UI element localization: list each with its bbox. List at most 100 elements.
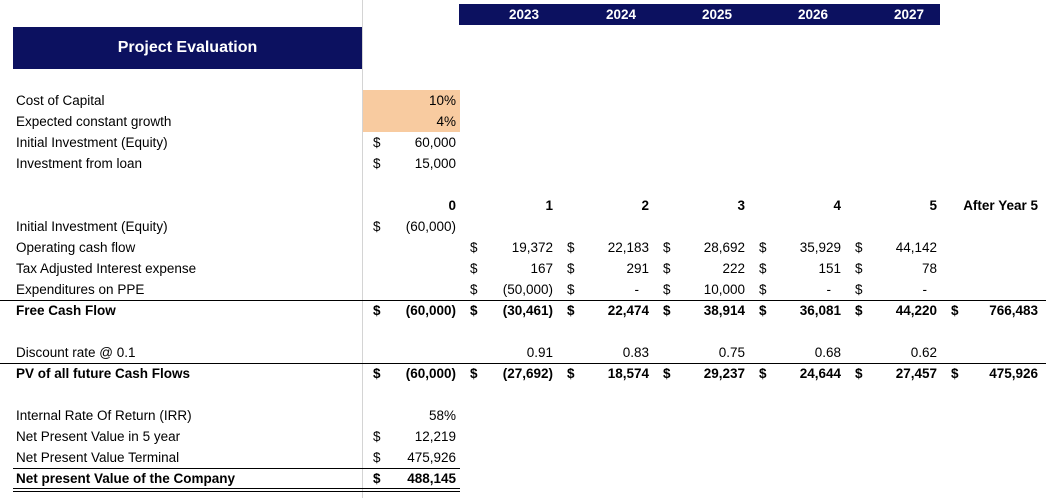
table-cell[interactable]: 0.68	[749, 342, 845, 363]
table-cell[interactable]	[363, 258, 460, 279]
currency-symbol: $	[470, 240, 478, 255]
currency-symbol: $	[759, 303, 767, 318]
table-cell[interactable]: 4%	[363, 111, 460, 132]
table-cell[interactable]: $28,692	[653, 237, 749, 258]
row-label: Operating cash flow	[16, 240, 136, 255]
currency-symbol: $	[855, 261, 863, 276]
page-title: Project Evaluation	[13, 27, 362, 69]
table-row: Investment from loan $15,000	[0, 153, 1046, 174]
table-row: PV of all future Cash Flows $ (60,000) $ (27…	[0, 363, 1046, 384]
year-header: 2023	[508, 7, 539, 22]
currency-symbol: $	[855, 240, 863, 255]
divider	[13, 468, 460, 469]
table-cell[interactable]: 3	[653, 195, 749, 216]
table-cell[interactable]: $ -	[845, 279, 941, 300]
cell-value: 0.68	[814, 345, 841, 360]
table-cell[interactable]: 0.83	[557, 342, 653, 363]
table-cell[interactable]: $18,574	[557, 363, 653, 384]
cell-value: 58%	[428, 408, 456, 423]
table-cell[interactable]: $22,183	[557, 237, 653, 258]
table-cell[interactable]: $167	[460, 258, 557, 279]
column-gridline	[362, 0, 363, 498]
cell-value: 22,474	[607, 303, 649, 318]
table-row: Cost of Capital 10%	[0, 90, 1046, 111]
input-cells-highlight	[363, 90, 460, 132]
row-label: Internal Rate Of Return (IRR)	[16, 408, 192, 423]
currency-symbol: $	[759, 261, 767, 276]
table-cell[interactable]: $44,220	[845, 300, 941, 321]
cell-value: 0	[448, 198, 456, 213]
table-cell[interactable]: $10,000	[653, 279, 749, 300]
table-cell[interactable]: $27,457	[845, 363, 941, 384]
table-cell[interactable]: $ (60,000)	[363, 300, 460, 321]
cell-value: 0.62	[910, 345, 937, 360]
table-cell[interactable]: $151	[749, 258, 845, 279]
table-cell[interactable]: 0.91	[460, 342, 557, 363]
currency-symbol: $	[373, 450, 381, 465]
table-row: Free Cash Flow $ (60,000) $ (30,461) $22,474 $…	[0, 300, 1046, 321]
table-cell[interactable]: $38,914	[653, 300, 749, 321]
table-cell[interactable]: $ -	[749, 279, 845, 300]
row-label: Net Present Value Terminal	[16, 450, 180, 465]
table-cell[interactable]: $15,000	[363, 153, 460, 174]
currency-symbol: $	[759, 282, 767, 297]
currency-symbol: $	[373, 429, 381, 444]
cell-value: -	[634, 282, 640, 297]
cell-value: 29,237	[703, 366, 745, 381]
table-cell[interactable]: After Year 5	[941, 195, 1042, 216]
currency-symbol: $	[567, 240, 575, 255]
table-cell[interactable]: 0	[363, 195, 460, 216]
table-cell[interactable]: $60,000	[363, 132, 460, 153]
row-label: PV of all future Cash Flows	[16, 366, 191, 381]
table-cell[interactable]: $35,929	[749, 237, 845, 258]
table-cell[interactable]: 1	[460, 195, 557, 216]
double-underline	[13, 488, 460, 489]
table-cell[interactable]: $24,644	[749, 363, 845, 384]
table-cell[interactable]: $29,237	[653, 363, 749, 384]
currency-symbol: $	[567, 282, 575, 297]
table-cell[interactable]: $ (60,000)	[363, 216, 460, 237]
table-cell[interactable]: $36,081	[749, 300, 845, 321]
row-label: Net Present Value in 5 year	[16, 429, 181, 444]
table-cell[interactable]: $766,483	[941, 300, 1042, 321]
table-cell[interactable]	[363, 237, 460, 258]
table-cell[interactable]: 5	[845, 195, 941, 216]
table-cell[interactable]: $ (60,000)	[363, 363, 460, 384]
table-cell[interactable]: 2	[557, 195, 653, 216]
table-cell[interactable]: $222	[653, 258, 749, 279]
cell-value: (27,692)	[502, 366, 553, 381]
row-label: Free Cash Flow	[16, 303, 116, 318]
table-cell[interactable]: $78	[845, 258, 941, 279]
table-cell[interactable]: 0.75	[653, 342, 749, 363]
year-header-bar	[459, 4, 940, 25]
table-cell[interactable]: $22,474	[557, 300, 653, 321]
table-cell[interactable]: 10%	[363, 90, 460, 111]
cell-value: 488,145	[407, 471, 456, 486]
table-row: Net Present Value Terminal $475,926	[0, 447, 1046, 468]
table-cell[interactable]	[363, 279, 460, 300]
table-cell[interactable]: $ (27,692)	[460, 363, 557, 384]
table-cell[interactable]	[363, 342, 460, 363]
cell-value: 291	[626, 261, 649, 276]
currency-symbol: $	[759, 366, 767, 381]
table-cell[interactable]: $44,142	[845, 237, 941, 258]
currency-symbol: $	[373, 219, 381, 234]
table-cell[interactable]: $19,372	[460, 237, 557, 258]
table-cell[interactable]: $ -	[557, 279, 653, 300]
table-cell[interactable]: 4	[749, 195, 845, 216]
table-cell[interactable]: $488,145	[363, 468, 460, 489]
cell-value: After Year 5	[963, 198, 1038, 213]
table-cell[interactable]: $291	[557, 258, 653, 279]
table-cell[interactable]: $ (30,461)	[460, 300, 557, 321]
table-cell[interactable]: 0.62	[845, 342, 941, 363]
table-cell[interactable]: $475,926	[363, 447, 460, 468]
currency-symbol: $	[663, 282, 671, 297]
table-cell[interactable]: $475,926	[941, 363, 1042, 384]
table-cell[interactable]: $12,219	[363, 426, 460, 447]
table-cell[interactable]: 58%	[363, 405, 460, 426]
currency-symbol: $	[470, 261, 478, 276]
currency-symbol: $	[373, 156, 381, 171]
table-cell[interactable]: $ (50,000)	[460, 279, 557, 300]
cell-value: 35,929	[799, 240, 841, 255]
cell-value: 3	[737, 198, 745, 213]
